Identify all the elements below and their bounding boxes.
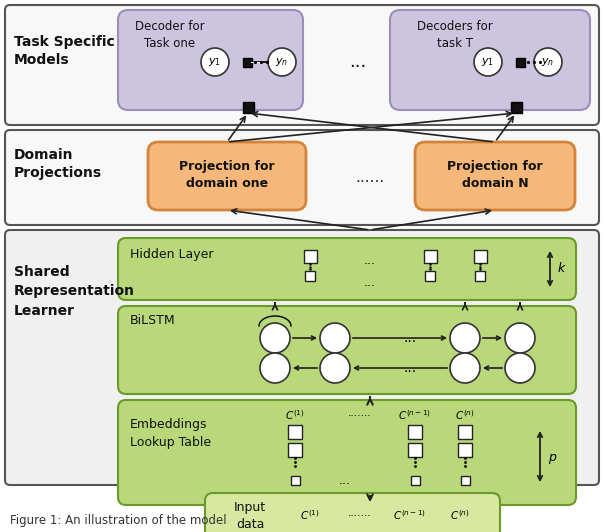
Text: $y_n$: $y_n$ <box>275 56 289 68</box>
Text: $y_1$: $y_1$ <box>208 56 222 68</box>
Bar <box>242 57 251 66</box>
Bar <box>288 443 302 457</box>
Text: Decoders for
task T: Decoders for task T <box>417 20 493 50</box>
Circle shape <box>450 323 480 353</box>
Text: $C^{(n)}$: $C^{(n)}$ <box>450 508 470 522</box>
FancyBboxPatch shape <box>118 10 303 110</box>
FancyBboxPatch shape <box>390 10 590 110</box>
Circle shape <box>260 323 290 353</box>
Text: $C^{(n)}$: $C^{(n)}$ <box>455 408 475 422</box>
Bar <box>510 102 521 112</box>
FancyBboxPatch shape <box>118 306 576 394</box>
Text: $C^{(n-1)}$: $C^{(n-1)}$ <box>399 408 432 422</box>
Text: ...: ... <box>339 473 351 486</box>
Text: Embeddings
Lookup Table: Embeddings Lookup Table <box>130 418 211 449</box>
Text: $C^{(1)}$: $C^{(1)}$ <box>300 508 320 522</box>
Bar <box>303 250 316 262</box>
Bar <box>474 250 486 262</box>
Bar <box>458 443 472 457</box>
Text: ...: ... <box>349 53 367 71</box>
Text: .......: ....... <box>348 508 372 518</box>
Text: k: k <box>558 262 565 276</box>
Bar <box>458 425 472 439</box>
Text: Projection for
domain N: Projection for domain N <box>447 160 543 190</box>
Bar <box>460 476 469 485</box>
Text: $y_n$: $y_n$ <box>541 56 554 68</box>
Circle shape <box>534 48 562 76</box>
Bar <box>242 102 254 112</box>
Text: $C^{(1)}$: $C^{(1)}$ <box>285 408 305 422</box>
Text: Figure 1: An illustration of the model: Figure 1: An illustration of the model <box>10 514 226 527</box>
Circle shape <box>320 323 350 353</box>
Circle shape <box>505 323 535 353</box>
Bar <box>425 271 435 281</box>
Text: .......: ....... <box>348 408 372 418</box>
Bar <box>475 271 485 281</box>
FancyBboxPatch shape <box>205 493 500 532</box>
Text: Projection for
domain one: Projection for domain one <box>179 160 275 190</box>
Bar <box>288 425 302 439</box>
FancyBboxPatch shape <box>415 142 575 210</box>
Text: Shared
Representation
Learner: Shared Representation Learner <box>14 265 135 318</box>
Text: ...: ... <box>364 276 376 288</box>
Bar <box>408 425 422 439</box>
Bar <box>291 476 300 485</box>
Text: $C^{(n-1)}$: $C^{(n-1)}$ <box>393 508 426 522</box>
FancyBboxPatch shape <box>5 5 599 125</box>
Circle shape <box>450 353 480 383</box>
Bar <box>411 476 420 485</box>
FancyBboxPatch shape <box>118 238 576 300</box>
Text: Input
data: Input data <box>234 501 266 531</box>
Text: ......: ...... <box>355 170 385 185</box>
Circle shape <box>474 48 502 76</box>
FancyBboxPatch shape <box>118 400 576 505</box>
Text: ...: ... <box>403 331 417 345</box>
FancyBboxPatch shape <box>5 230 599 485</box>
Circle shape <box>320 353 350 383</box>
Text: Hidden Layer: Hidden Layer <box>130 248 213 261</box>
Text: ...: ... <box>403 361 417 375</box>
Text: Domain
Projections: Domain Projections <box>14 148 102 180</box>
Text: p: p <box>548 451 556 463</box>
Text: ...: ... <box>364 254 376 267</box>
Text: Task Specific
Models: Task Specific Models <box>14 35 115 68</box>
Text: Decoder for
Task one: Decoder for Task one <box>135 20 205 50</box>
FancyBboxPatch shape <box>148 142 306 210</box>
Bar <box>305 271 315 281</box>
Bar <box>515 57 524 66</box>
Circle shape <box>260 353 290 383</box>
Circle shape <box>201 48 229 76</box>
Bar <box>408 443 422 457</box>
Bar <box>423 250 437 262</box>
Text: BiLSTM: BiLSTM <box>130 314 176 327</box>
Circle shape <box>505 353 535 383</box>
Circle shape <box>268 48 296 76</box>
FancyBboxPatch shape <box>5 130 599 225</box>
Text: $y_1$: $y_1$ <box>481 56 495 68</box>
